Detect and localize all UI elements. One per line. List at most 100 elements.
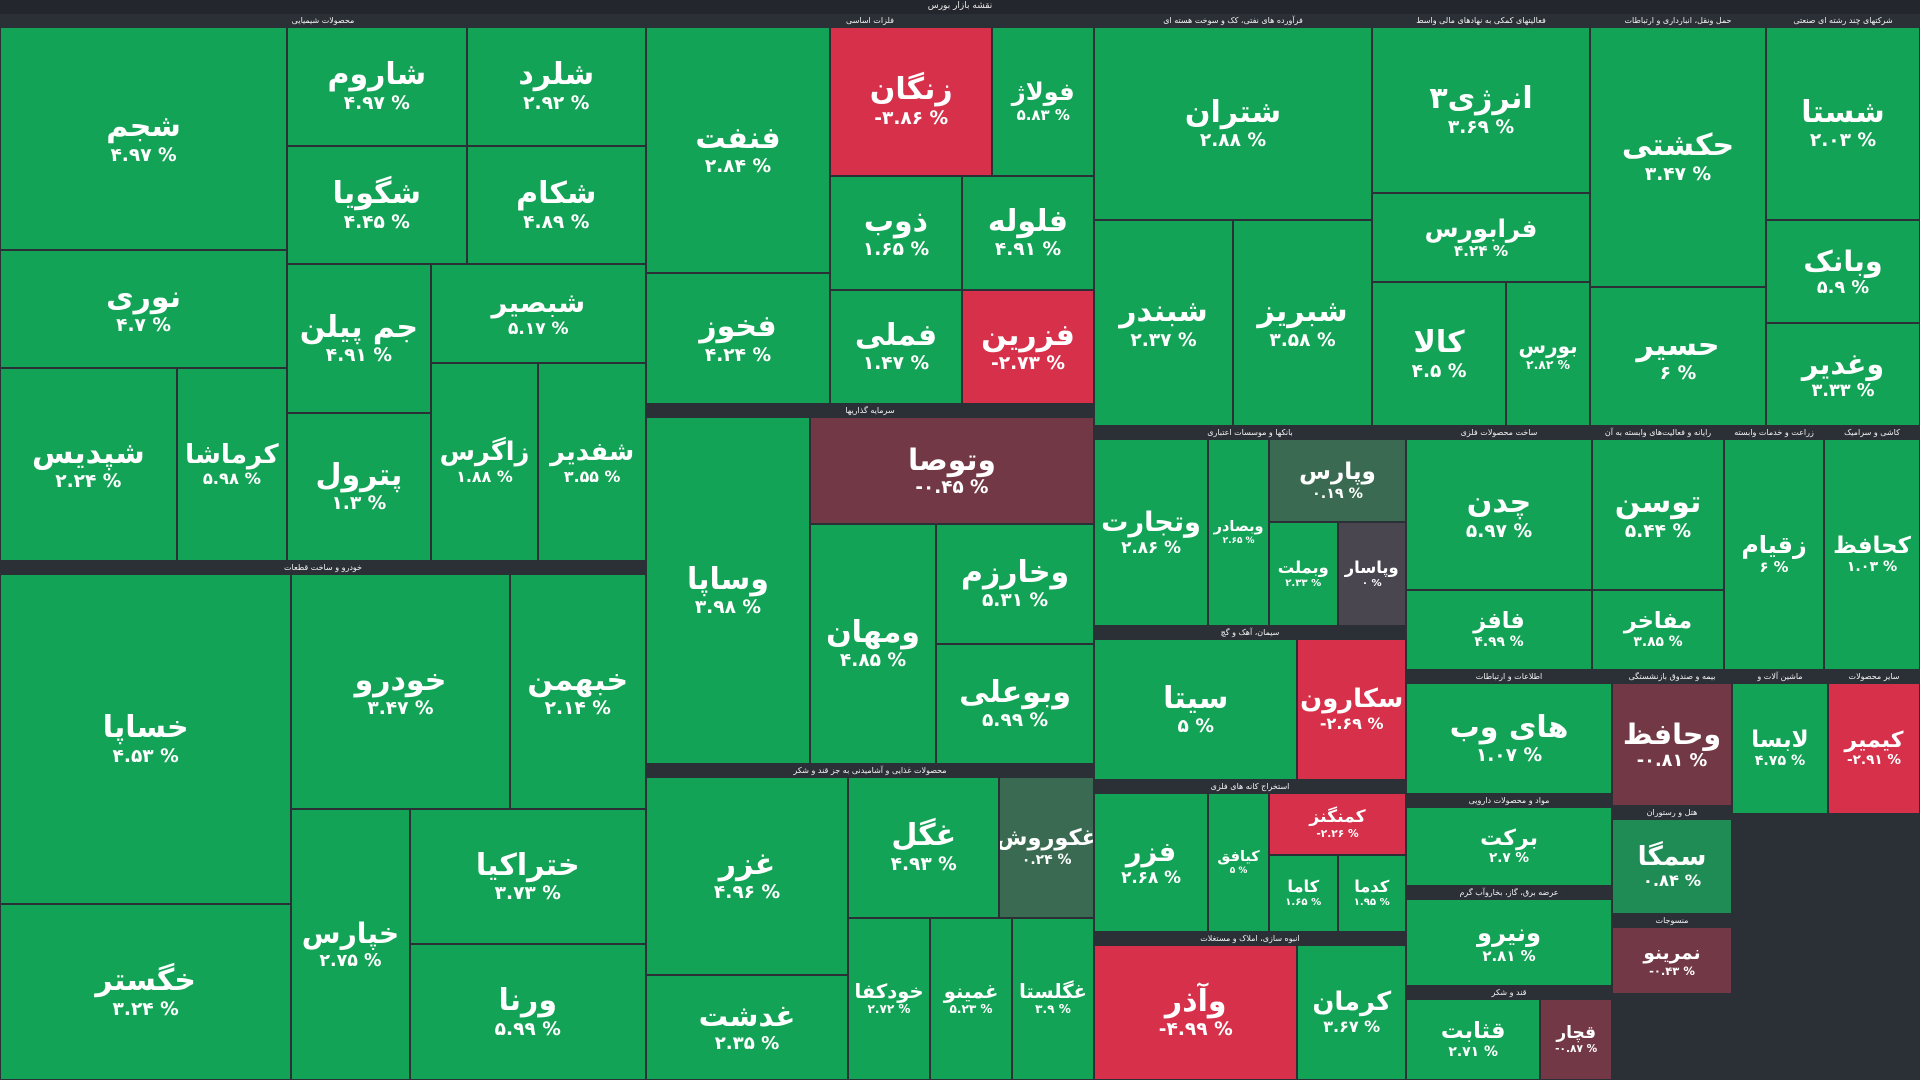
stock-tile[interactable]: وپارس ۰.۱۹ % xyxy=(1269,439,1406,523)
stock-tile[interactable]: وبوعلی ۵.۹۹ % xyxy=(936,643,1094,764)
stock-tile[interactable]: سیتا ۵ % xyxy=(1094,639,1298,780)
stock-tile[interactable]: برکت ۲.۷ % xyxy=(1406,807,1612,886)
stock-tile[interactable]: های وب ۱.۰۷ % xyxy=(1406,683,1612,794)
stock-tile[interactable]: نوری ۴.۷ % xyxy=(0,249,288,369)
stock-tile[interactable]: شجم ۴.۹۷ % xyxy=(0,27,288,250)
stock-tile[interactable]: وبانک ۵.۹ % xyxy=(1766,220,1920,324)
stock-tile[interactable]: شتران ۲.۸۸ % xyxy=(1094,27,1372,221)
stock-tile[interactable]: وتجارت ۲.۸۶ % xyxy=(1094,439,1209,626)
stock-tile[interactable]: کرماشا ۵.۹۸ % xyxy=(176,368,288,561)
stock-tile[interactable]: غکوروش ۰.۲۴ % xyxy=(999,777,1094,918)
stock-tile[interactable]: فزر ۲.۶۸ % xyxy=(1094,793,1209,932)
stock-tile[interactable]: خودرو ۳.۴۷ % xyxy=(291,574,510,809)
stock-symbol: وساپا xyxy=(686,561,769,597)
stock-tile[interactable]: فملی ۱.۴۷ % xyxy=(830,289,962,404)
stock-tile[interactable]: خساپا ۴.۵۳ % xyxy=(0,574,292,904)
stock-symbol: قچار xyxy=(1556,1022,1596,1043)
stock-tile[interactable]: کیافق ۵ % xyxy=(1208,793,1270,932)
stock-symbol: شگویا xyxy=(332,176,421,212)
stock-tile[interactable]: ورنا ۵.۹۹ % xyxy=(409,944,646,1080)
stock-tile[interactable]: شفدیر ۳.۵۵ % xyxy=(538,363,646,561)
stock-tile[interactable]: قچار -۰.۸۷ % xyxy=(1540,999,1612,1080)
stock-tile[interactable]: ومهان ۴.۸۵ % xyxy=(809,523,937,764)
stock-tile[interactable]: انرژی۳ ۳.۶۹ % xyxy=(1372,27,1590,194)
stock-tile[interactable]: سمگا ۰.۸۴ % xyxy=(1612,819,1732,914)
stock-change: ۵.۹۹ % xyxy=(981,710,1049,732)
stock-tile[interactable]: کیمیر -۲.۹۱ % xyxy=(1828,683,1920,814)
stock-change: ۳.۶۷ % xyxy=(1323,1017,1381,1037)
stock-tile[interactable]: لابسا ۴.۷۵ % xyxy=(1732,683,1828,814)
stock-tile[interactable]: خودکفا ۲.۷۲ % xyxy=(848,917,931,1080)
stock-tile[interactable]: غدشت ۲.۳۵ % xyxy=(646,974,849,1080)
stock-tile[interactable]: وتوصا -۰.۴۵ % xyxy=(809,417,1094,524)
stock-tile[interactable]: مفاخر ۳.۸۵ % xyxy=(1592,589,1724,670)
stock-tile[interactable]: غگلستا ۳.۹ % xyxy=(1012,917,1094,1080)
stock-tile[interactable]: فرابورس ۴.۲۴ % xyxy=(1372,193,1590,282)
stock-tile[interactable]: زاگرس ۱.۸۸ % xyxy=(430,363,539,561)
stock-tile[interactable]: قثابت ۲.۷۱ % xyxy=(1406,999,1541,1080)
stock-tile[interactable]: جم پیلن ۴.۹۱ % xyxy=(287,264,431,413)
stock-tile[interactable]: ذوب ۱.۶۵ % xyxy=(830,175,962,290)
stock-change: ۳.۵۸ % xyxy=(1269,329,1336,351)
stock-tile[interactable]: بورس ۲.۸۲ % xyxy=(1506,281,1590,426)
stock-tile[interactable]: شکام ۴.۸۹ % xyxy=(466,145,646,265)
stock-tile[interactable]: شگویا ۴.۴۵ % xyxy=(287,145,467,265)
stock-tile[interactable]: شپدیس ۲.۲۴ % xyxy=(0,368,177,561)
stock-tile[interactable]: زقیام ۶ % xyxy=(1724,439,1824,670)
stock-change: ۲.۸۲ % xyxy=(1526,358,1571,373)
stock-tile[interactable]: غمینو ۵.۲۳ % xyxy=(930,917,1012,1080)
stock-tile[interactable]: کدما ۱.۹۵ % xyxy=(1337,854,1406,932)
stock-tile[interactable]: وغدیر ۳.۳۳ % xyxy=(1766,323,1920,426)
stock-tile[interactable]: غگل ۴.۹۳ % xyxy=(848,777,1000,918)
stock-tile[interactable]: شبصیر ۵.۱۷ % xyxy=(430,264,646,364)
stock-tile[interactable]: کمنگنز -۲.۲۶ % xyxy=(1269,793,1406,855)
stock-tile[interactable]: خبهمن ۲.۱۴ % xyxy=(509,574,646,809)
stock-tile[interactable]: خگستر ۳.۲۴ % xyxy=(0,904,292,1080)
stock-tile[interactable]: چدن ۵.۹۷ % xyxy=(1406,439,1592,590)
sector-title: سیمان، آهک و گچ xyxy=(1220,628,1280,637)
stock-tile[interactable]: وبملت ۲.۳۳ % xyxy=(1269,522,1338,626)
stock-tile[interactable]: فافز ۴.۹۹ % xyxy=(1406,589,1592,670)
sector-block: فرآورده های نفتی، کک و سوخت هسته ای شتران… xyxy=(1094,14,1372,426)
stock-tile[interactable]: کالا ۴.۵ % xyxy=(1372,281,1507,426)
stock-tile[interactable]: شستا ۲.۰۳ % xyxy=(1766,27,1920,221)
stock-tile[interactable]: فخوز ۴.۲۴ % xyxy=(646,272,830,404)
stock-tile[interactable]: وخارزم ۵.۳۱ % xyxy=(936,523,1094,644)
stock-tile[interactable]: غزر ۴.۹۶ % xyxy=(646,777,849,975)
stock-tile[interactable]: حکشتی ۳.۴۷ % xyxy=(1590,27,1766,288)
sector-title: منسوجات xyxy=(1655,916,1689,925)
stock-symbol: نمرینو xyxy=(1643,943,1701,965)
stock-tile[interactable]: وحافظ -۰.۸۱ % xyxy=(1612,683,1732,806)
stock-symbol: قثابت xyxy=(1440,1017,1506,1044)
stock-tile[interactable]: وآذر -۴.۹۹ % xyxy=(1094,945,1298,1080)
stock-tile[interactable]: خپارس ۲.۷۵ % xyxy=(291,808,410,1080)
stock-tile[interactable]: سکارون -۲.۶۹ % xyxy=(1297,639,1406,780)
stock-tile[interactable]: شبریز ۳.۵۸ % xyxy=(1233,220,1372,426)
stock-tile[interactable]: توسن ۵.۴۴ % xyxy=(1592,439,1724,590)
sector-title: سایر محصولات xyxy=(1848,672,1900,681)
stock-tile[interactable]: پترول ۱.۳ % xyxy=(287,412,431,561)
stock-tile[interactable]: نمرینو -۰.۴۳ % xyxy=(1612,927,1732,994)
stock-tile[interactable]: وپاسار ۰ % xyxy=(1337,522,1406,626)
stock-tile[interactable]: فلوله ۴.۹۱ % xyxy=(962,175,1094,290)
sector-block: محصولات غذایی و آشامیدنی به جز قند و شکر… xyxy=(646,764,1094,1080)
stock-tile[interactable]: فنفت ۲.۸۴ % xyxy=(646,27,830,273)
stock-tile[interactable]: وساپا ۳.۹۸ % xyxy=(646,417,810,764)
stock-symbol: شبندر xyxy=(1119,294,1208,330)
stock-change: -۲.۶۹ % xyxy=(1319,714,1384,734)
stock-tile[interactable]: کحافظ ۱.۰۳ % xyxy=(1824,439,1920,670)
stock-tile[interactable]: فزرین -۲.۷۳ % xyxy=(962,289,1094,404)
stock-tile[interactable]: حسیر ۶ % xyxy=(1590,287,1766,426)
stock-tile[interactable]: زنگان -۳.۸۶ % xyxy=(830,27,993,176)
stock-tile[interactable]: شلرد ۲.۹۲ % xyxy=(466,27,646,146)
stock-tile[interactable]: ونیرو ۲.۸۱ % xyxy=(1406,899,1612,986)
stock-tile[interactable]: کرمان ۳.۶۷ % xyxy=(1297,945,1406,1080)
stock-tile[interactable]: ختراکیا ۳.۷۳ % xyxy=(409,808,646,945)
stock-tile[interactable]: کاما ۱.۶۵ % xyxy=(1269,854,1338,932)
stock-change: ۴.۹۳ % xyxy=(890,853,957,875)
stock-tile[interactable]: شبندر ۲.۳۷ % xyxy=(1094,220,1233,426)
stock-tile[interactable]: وبصادر ۲.۶۵ % xyxy=(1208,439,1270,626)
sector-block: هتل و رستوران سمگا ۰.۸۴ % xyxy=(1612,806,1732,914)
stock-tile[interactable]: شاروم ۴.۹۷ % xyxy=(287,27,467,146)
stock-tile[interactable]: فولاژ ۵.۸۳ % xyxy=(992,27,1094,176)
